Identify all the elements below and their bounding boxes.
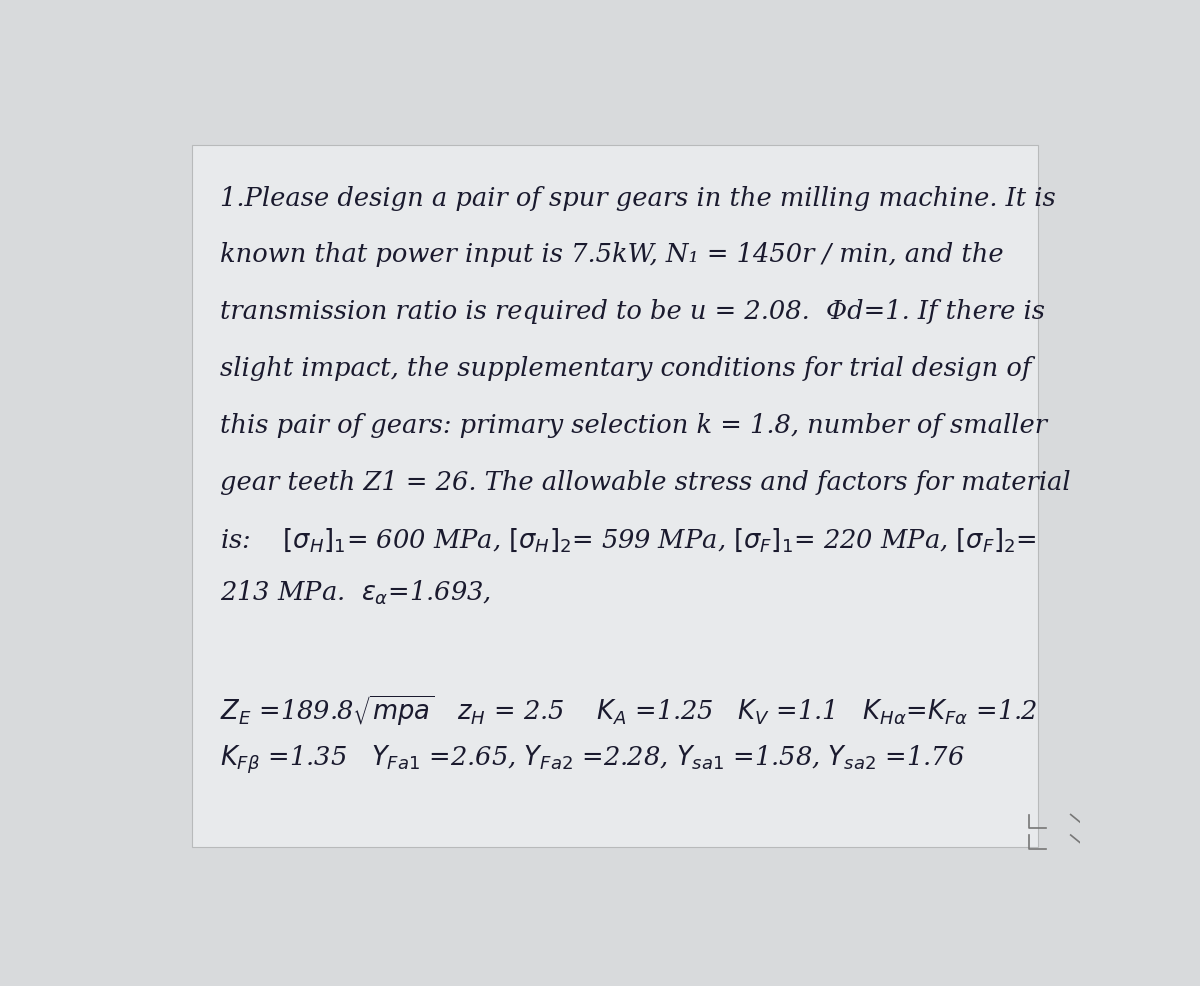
Text: known that power input is 7.5kW, N₁ = 1450r / min, and the: known that power input is 7.5kW, N₁ = 14…	[220, 243, 1003, 267]
Text: this pair of gears: primary selection k = 1.8, number of smaller: this pair of gears: primary selection k …	[220, 413, 1046, 439]
Text: gear teeth Z1 = 26. The allowable stress and factors for material: gear teeth Z1 = 26. The allowable stress…	[220, 470, 1070, 495]
FancyBboxPatch shape	[192, 145, 1038, 847]
Text: $K_{F\beta}$ =1.35   $Y_{Fa1}$ =2.65, $Y_{Fa2}$ =2.28, $Y_{sa1}$ =1.58, $Y_{sa2}: $K_{F\beta}$ =1.35 $Y_{Fa1}$ =2.65, $Y_{…	[220, 743, 965, 776]
Text: slight impact, the supplementary conditions for trial design of: slight impact, the supplementary conditi…	[220, 356, 1031, 382]
Text: 1.Please design a pair of spur gears in the milling machine. It is: 1.Please design a pair of spur gears in …	[220, 185, 1056, 211]
Text: $Z_E$ =189.8$\sqrt{mpa}$   $z_H$ = 2.5    $K_A$ =1.25   $K_V$ =1.1   $K_{H\alpha: $Z_E$ =189.8$\sqrt{mpa}$ $z_H$ = 2.5 $K_…	[220, 693, 1038, 728]
Text: is:    $[\sigma_H]_1$= 600 MPa, $[\sigma_H]_2$= 599 MPa, $[\sigma_F]_1$= 220 MPa: is: $[\sigma_H]_1$= 600 MPa, $[\sigma_H]…	[220, 526, 1037, 554]
Text: transmission ratio is required to be u = 2.08.  Φd=1. If there is: transmission ratio is required to be u =…	[220, 300, 1045, 324]
Text: 213 MPa.  $\varepsilon_\alpha$=1.693,: 213 MPa. $\varepsilon_\alpha$=1.693,	[220, 579, 491, 607]
